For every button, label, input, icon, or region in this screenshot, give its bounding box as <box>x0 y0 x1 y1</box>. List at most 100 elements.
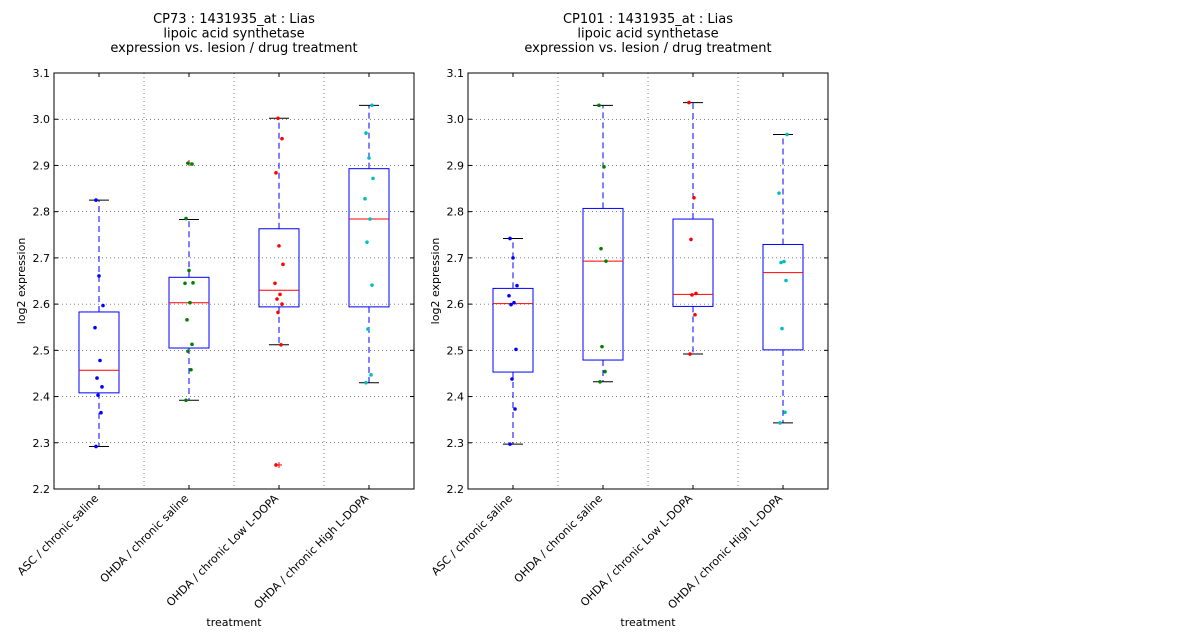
y-tick-label: 2.9 <box>447 159 465 172</box>
data-point <box>510 377 514 381</box>
chart-title-line: expression vs. lesion / drug treatment <box>524 41 771 56</box>
data-point <box>190 342 194 347</box>
y-tick-label: 2.8 <box>447 206 465 219</box>
data-point <box>97 274 101 278</box>
data-point <box>777 191 781 195</box>
data-point <box>512 300 516 305</box>
data-point <box>98 358 102 363</box>
y-tick-label: 2.3 <box>33 437 51 450</box>
data-point <box>367 156 371 160</box>
x-axis-label: treatment <box>206 616 262 629</box>
chart-panel-1: 2.2 2.3 2.4 2.5 2.6 2.7 2.8 2.9 3.0 3.1 ASC / chro… <box>15 12 415 629</box>
y-tick-label: 2.5 <box>33 344 51 357</box>
y-tick-label: 2.4 <box>33 391 51 404</box>
data-point <box>184 398 188 403</box>
data-point <box>515 283 519 288</box>
data-point <box>364 131 368 135</box>
data-point <box>782 259 786 264</box>
data-point <box>780 326 784 331</box>
data-point <box>280 302 284 306</box>
box <box>582 207 624 361</box>
data-point <box>278 292 282 297</box>
y-tick-label: 2.7 <box>33 252 51 265</box>
data-point <box>276 116 280 121</box>
data-point <box>101 303 105 308</box>
y-tick-label: 2.9 <box>33 159 51 172</box>
data-point <box>371 176 375 181</box>
data-point <box>690 293 694 297</box>
data-point <box>783 410 787 415</box>
y-tick-label: 3.1 <box>447 67 465 80</box>
box <box>78 311 120 394</box>
data-point <box>366 327 370 331</box>
y-tick-label: 2.2 <box>33 483 51 496</box>
y-tick-label: 2.8 <box>33 206 51 219</box>
box <box>258 228 300 308</box>
y-tick-label: 2.3 <box>447 437 465 450</box>
data-point <box>273 281 277 286</box>
data-point <box>280 136 284 141</box>
data-point <box>694 291 698 296</box>
data-point <box>602 165 606 169</box>
data-point <box>93 325 97 330</box>
plot-frame <box>467 72 829 490</box>
data-point <box>369 373 373 377</box>
data-point <box>190 162 194 166</box>
x-tick-label: OHDA / chronic saline <box>512 492 606 586</box>
y-tick-label: 2.7 <box>447 252 465 265</box>
data-point <box>94 198 98 202</box>
data-point <box>184 216 188 221</box>
x-tick-label: ASC / chronic saline <box>15 492 101 578</box>
data-point <box>365 240 369 244</box>
data-point <box>96 393 100 397</box>
data-point <box>599 246 603 251</box>
data-point <box>508 236 512 241</box>
chart-title-line: lipoic acid synthetase <box>163 27 304 42</box>
box <box>492 287 534 373</box>
y-tick-label: 3.0 <box>447 113 465 126</box>
data-point <box>274 463 278 467</box>
data-point <box>99 410 103 415</box>
chart-panel-2: 2.2 2.3 2.4 2.5 2.6 2.7 2.8 2.9 3.0 3.1 ASC / chro… <box>429 12 829 629</box>
y-tick-label: 2.5 <box>447 344 465 357</box>
x-tick-label: OHDA / chronic saline <box>98 492 192 586</box>
chart-title-line: CP101 : 1431935_at : Lias <box>563 12 733 27</box>
data-point <box>95 376 99 380</box>
data-point <box>600 344 604 349</box>
data-point <box>368 217 372 221</box>
y-axis-label: log2 expression <box>429 238 442 325</box>
data-point <box>509 302 513 307</box>
data-point <box>597 103 601 108</box>
y-axis-label: log2 expression <box>15 238 28 325</box>
data-point <box>191 281 195 285</box>
data-point <box>513 407 517 411</box>
data-point <box>603 369 607 374</box>
box <box>348 168 390 308</box>
y-tick-label: 2.6 <box>447 298 465 311</box>
data-point <box>785 132 789 137</box>
data-point <box>370 283 374 287</box>
data-point <box>186 349 190 354</box>
data-point <box>100 385 104 389</box>
data-point <box>688 352 692 356</box>
data-point <box>188 300 192 305</box>
chart-title-line: CP73 : 1431935_at : Lias <box>153 12 315 27</box>
data-point <box>364 380 368 385</box>
data-point <box>279 342 283 347</box>
data-point <box>276 310 280 315</box>
data-point <box>186 161 190 165</box>
x-axis-label: treatment <box>620 616 676 629</box>
data-point <box>277 244 281 248</box>
data-point <box>692 196 696 200</box>
data-point <box>185 318 189 322</box>
data-point <box>508 442 512 446</box>
y-tick-label: 2.6 <box>33 298 51 311</box>
plot-frame <box>53 72 415 490</box>
data-point <box>274 171 278 175</box>
data-point <box>784 278 788 283</box>
data-point <box>511 256 515 260</box>
box <box>168 276 210 349</box>
data-point <box>507 293 511 298</box>
data-point <box>693 312 697 317</box>
